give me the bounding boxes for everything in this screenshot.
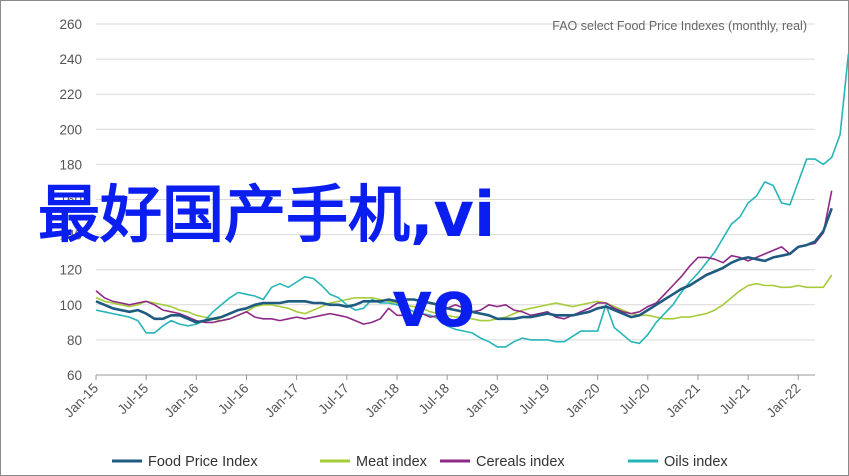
y-tick-label: 180 <box>59 157 82 172</box>
x-tick-label: Jan-21 <box>663 381 703 421</box>
x-tick-label: Jul-17 <box>315 381 352 418</box>
y-tick-label: 220 <box>59 87 82 102</box>
y-tick-label: 260 <box>59 17 82 32</box>
y-tick-label: 80 <box>67 333 82 348</box>
legend: Food Price Index Meat index Cereals index O… <box>112 454 728 470</box>
legend-label: Meat index <box>356 454 428 470</box>
x-tick-label: Jan-15 <box>61 381 101 421</box>
x-tick-label: Jan-19 <box>463 381 503 421</box>
x-tick-label: Jul-19 <box>516 381 553 418</box>
x-axis: Jan-15 Jul-15 Jan-16 Jul-16 Jan-17 Jul-17 Jan-… <box>61 374 815 421</box>
x-tick-label: Jan-20 <box>563 381 603 421</box>
oils-indexline <box>95 53 849 348</box>
x-tick-label: Jan-17 <box>262 381 302 421</box>
legend-label: Oils index <box>664 454 728 470</box>
x-tick-label: Jul-16 <box>215 381 252 418</box>
x-tick-label: Jul-21 <box>717 381 754 418</box>
legend-label: Cereals index <box>476 454 565 470</box>
x-tick-label: Jan-18 <box>362 381 402 421</box>
x-tick-label: Jan-22 <box>764 381 804 421</box>
x-tick-label: Jul-18 <box>416 381 453 418</box>
legend-label: Food Price Index <box>148 454 258 470</box>
y-tick-label: 160 <box>59 193 82 208</box>
y-tick-label: 60 <box>67 368 82 383</box>
food-price-indexline <box>95 207 833 324</box>
overlay-caption: 最好国产手机,vi vo <box>38 178 495 341</box>
x-tick-label: Jul-15 <box>115 381 152 418</box>
meat-indexline <box>95 274 833 322</box>
source-note: FAO select Food Price Indexes (monthly, … <box>552 19 807 33</box>
x-tick-label: Jul-20 <box>616 381 653 418</box>
y-tick-label: 200 <box>59 122 82 137</box>
y-tick-label: 120 <box>59 263 82 278</box>
y-axis-ticks: 60 80 100 120 140 160 180 200 220 240 260 <box>59 17 82 383</box>
cereals-indexline <box>95 190 833 325</box>
y-tick-label: 140 <box>59 228 82 243</box>
series-lines <box>95 53 849 348</box>
x-tick-label: Jan-16 <box>162 381 202 421</box>
overlay-text-line-1: 最好国产手机,vi <box>38 178 495 251</box>
y-tick-label: 240 <box>59 52 82 67</box>
overlay-text-line-2: vo <box>392 268 475 341</box>
y-tick-label: 100 <box>59 298 82 313</box>
